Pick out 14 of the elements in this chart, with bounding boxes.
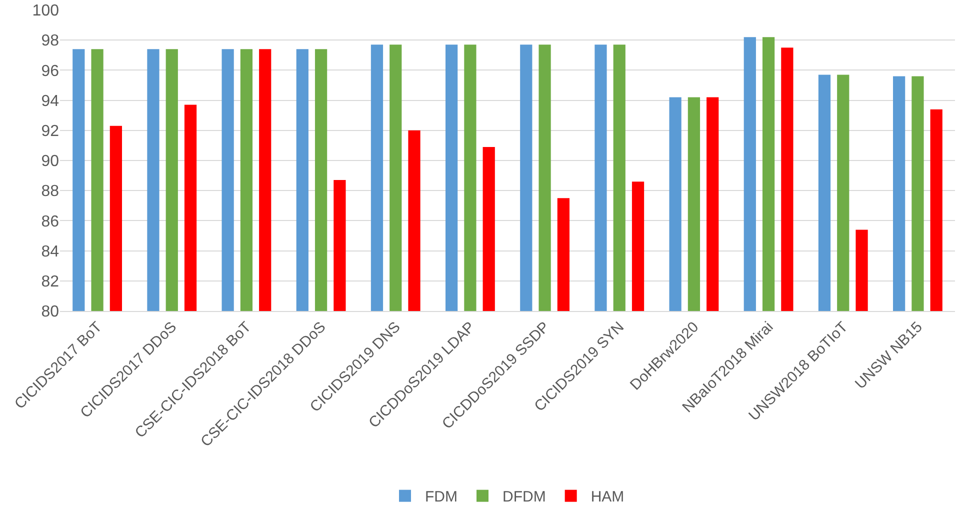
legend-label: FDM — [425, 488, 458, 506]
y-tick-label: 86 — [41, 213, 60, 230]
y-tick-label: 82 — [41, 274, 60, 290]
y-tick-label: 100 — [32, 2, 60, 20]
legend-label: HAM — [590, 488, 624, 506]
y-tick-label: 94 — [41, 92, 60, 110]
y-tick-label: 96 — [41, 62, 60, 80]
y-tick-label: 90 — [41, 153, 60, 170]
y-tick-label: 80 — [41, 304, 60, 321]
y-tick-label: 98 — [41, 32, 60, 50]
y-tick-label: 92 — [41, 123, 60, 140]
y-tick-label: 88 — [41, 183, 60, 200]
legend-label: DFDM — [502, 488, 546, 506]
y-tick-label: 84 — [41, 243, 60, 260]
